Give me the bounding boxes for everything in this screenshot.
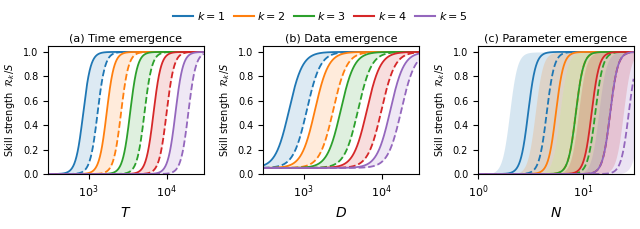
Y-axis label: Skill strength  $\mathcal{R}_k/S$: Skill strength $\mathcal{R}_k/S$ — [3, 63, 17, 157]
Y-axis label: Skill strength  $\mathcal{R}_k/S$: Skill strength $\mathcal{R}_k/S$ — [433, 63, 447, 157]
X-axis label: $N$: $N$ — [550, 206, 562, 220]
Title: (c) Parameter emergence: (c) Parameter emergence — [484, 34, 627, 44]
Title: (b) Data emergence: (b) Data emergence — [285, 34, 397, 44]
X-axis label: $D$: $D$ — [335, 206, 347, 220]
X-axis label: $T$: $T$ — [120, 206, 132, 220]
Legend: $k=1$, $k=2$, $k=3$, $k=4$, $k=5$: $k=1$, $k=2$, $k=3$, $k=4$, $k=5$ — [169, 5, 471, 26]
Y-axis label: Skill strength  $\mathcal{R}_k/S$: Skill strength $\mathcal{R}_k/S$ — [218, 63, 232, 157]
Title: (a) Time emergence: (a) Time emergence — [69, 34, 182, 44]
